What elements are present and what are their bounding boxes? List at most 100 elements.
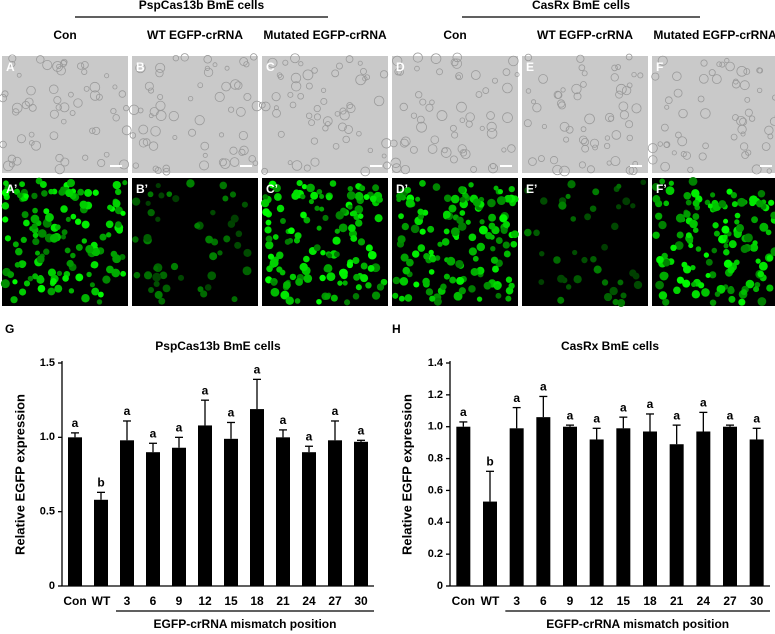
cell	[740, 131, 746, 137]
cell	[705, 272, 711, 279]
x-tick-label: 21	[276, 594, 290, 608]
cell	[137, 107, 144, 114]
cell	[711, 247, 718, 254]
cell	[765, 229, 772, 236]
panel-label: H	[392, 322, 401, 336]
cell	[563, 136, 570, 143]
cell	[581, 256, 588, 264]
cell	[428, 269, 435, 275]
y-tick-label: 0	[437, 580, 443, 592]
cell	[680, 151, 687, 158]
cell	[581, 70, 588, 77]
cell	[235, 230, 243, 238]
cell	[374, 214, 383, 223]
cell	[652, 195, 661, 203]
brightfield-image	[2, 56, 128, 173]
chart-title: CasRx BmE cells	[561, 339, 659, 353]
cell	[295, 278, 304, 286]
cell	[14, 261, 21, 268]
cell	[691, 189, 700, 198]
cell	[266, 265, 273, 273]
cell	[293, 189, 300, 196]
cell	[659, 271, 669, 281]
cell	[65, 189, 74, 198]
cell	[690, 264, 696, 271]
x-tick-label: 6	[150, 594, 157, 608]
cell	[320, 250, 326, 256]
y-tick-label: 1.0	[428, 421, 443, 433]
bar	[250, 409, 264, 586]
cell	[367, 147, 373, 154]
cell	[584, 113, 595, 125]
cell	[448, 204, 457, 213]
y-tick-label: 0	[49, 580, 55, 592]
cell	[404, 294, 413, 302]
cell	[389, 139, 398, 148]
cell	[231, 296, 238, 303]
cell	[756, 200, 764, 208]
cell	[615, 90, 624, 99]
cell	[486, 121, 497, 132]
cell	[132, 162, 139, 169]
cell	[265, 235, 273, 243]
cell	[488, 222, 496, 230]
cell	[524, 53, 533, 62]
cell	[143, 233, 152, 243]
cell	[457, 144, 467, 154]
cell	[430, 135, 440, 145]
cell	[346, 103, 356, 113]
cell	[204, 284, 212, 291]
cell	[402, 266, 411, 275]
cell	[723, 249, 730, 256]
cell	[202, 152, 208, 158]
cell	[221, 81, 231, 92]
cell	[334, 228, 340, 234]
cell	[734, 219, 740, 225]
cell	[272, 184, 281, 193]
cell	[537, 155, 545, 162]
cell	[19, 181, 26, 188]
cell	[429, 99, 435, 105]
cell	[468, 285, 476, 293]
cell	[422, 277, 430, 286]
cell	[166, 191, 173, 197]
y-tick-label: 1.2	[428, 389, 443, 401]
cell	[177, 274, 185, 281]
cell	[573, 92, 582, 101]
cell	[158, 192, 165, 199]
cell	[147, 191, 154, 198]
cell	[60, 60, 67, 67]
significance-letter: a	[700, 396, 707, 410]
cell	[326, 253, 333, 259]
cell	[265, 241, 274, 250]
cell	[705, 258, 713, 266]
significance-letter: a	[753, 411, 760, 425]
cell	[352, 292, 360, 300]
cell	[356, 131, 362, 137]
panel-letter: A	[6, 60, 15, 74]
cell	[427, 225, 435, 233]
cell	[399, 276, 409, 286]
cell	[90, 262, 97, 269]
cell	[611, 222, 619, 231]
cell	[15, 247, 23, 256]
cell	[655, 212, 663, 220]
x-tick-label: 18	[643, 594, 657, 608]
cell	[81, 293, 90, 303]
cell	[458, 186, 466, 194]
cell	[707, 203, 713, 209]
cell	[147, 87, 155, 94]
cell	[272, 108, 281, 118]
cell	[692, 213, 700, 220]
cell	[326, 272, 336, 282]
panel-letter: C’	[266, 182, 278, 196]
cell	[573, 275, 582, 284]
cell	[1, 188, 10, 197]
cell	[631, 103, 642, 114]
group-label: PspCas13b BmE cells	[139, 0, 265, 12]
cell	[367, 250, 377, 260]
cell	[36, 55, 45, 64]
cell	[659, 178, 666, 185]
cell	[273, 193, 282, 201]
cell	[731, 201, 738, 208]
